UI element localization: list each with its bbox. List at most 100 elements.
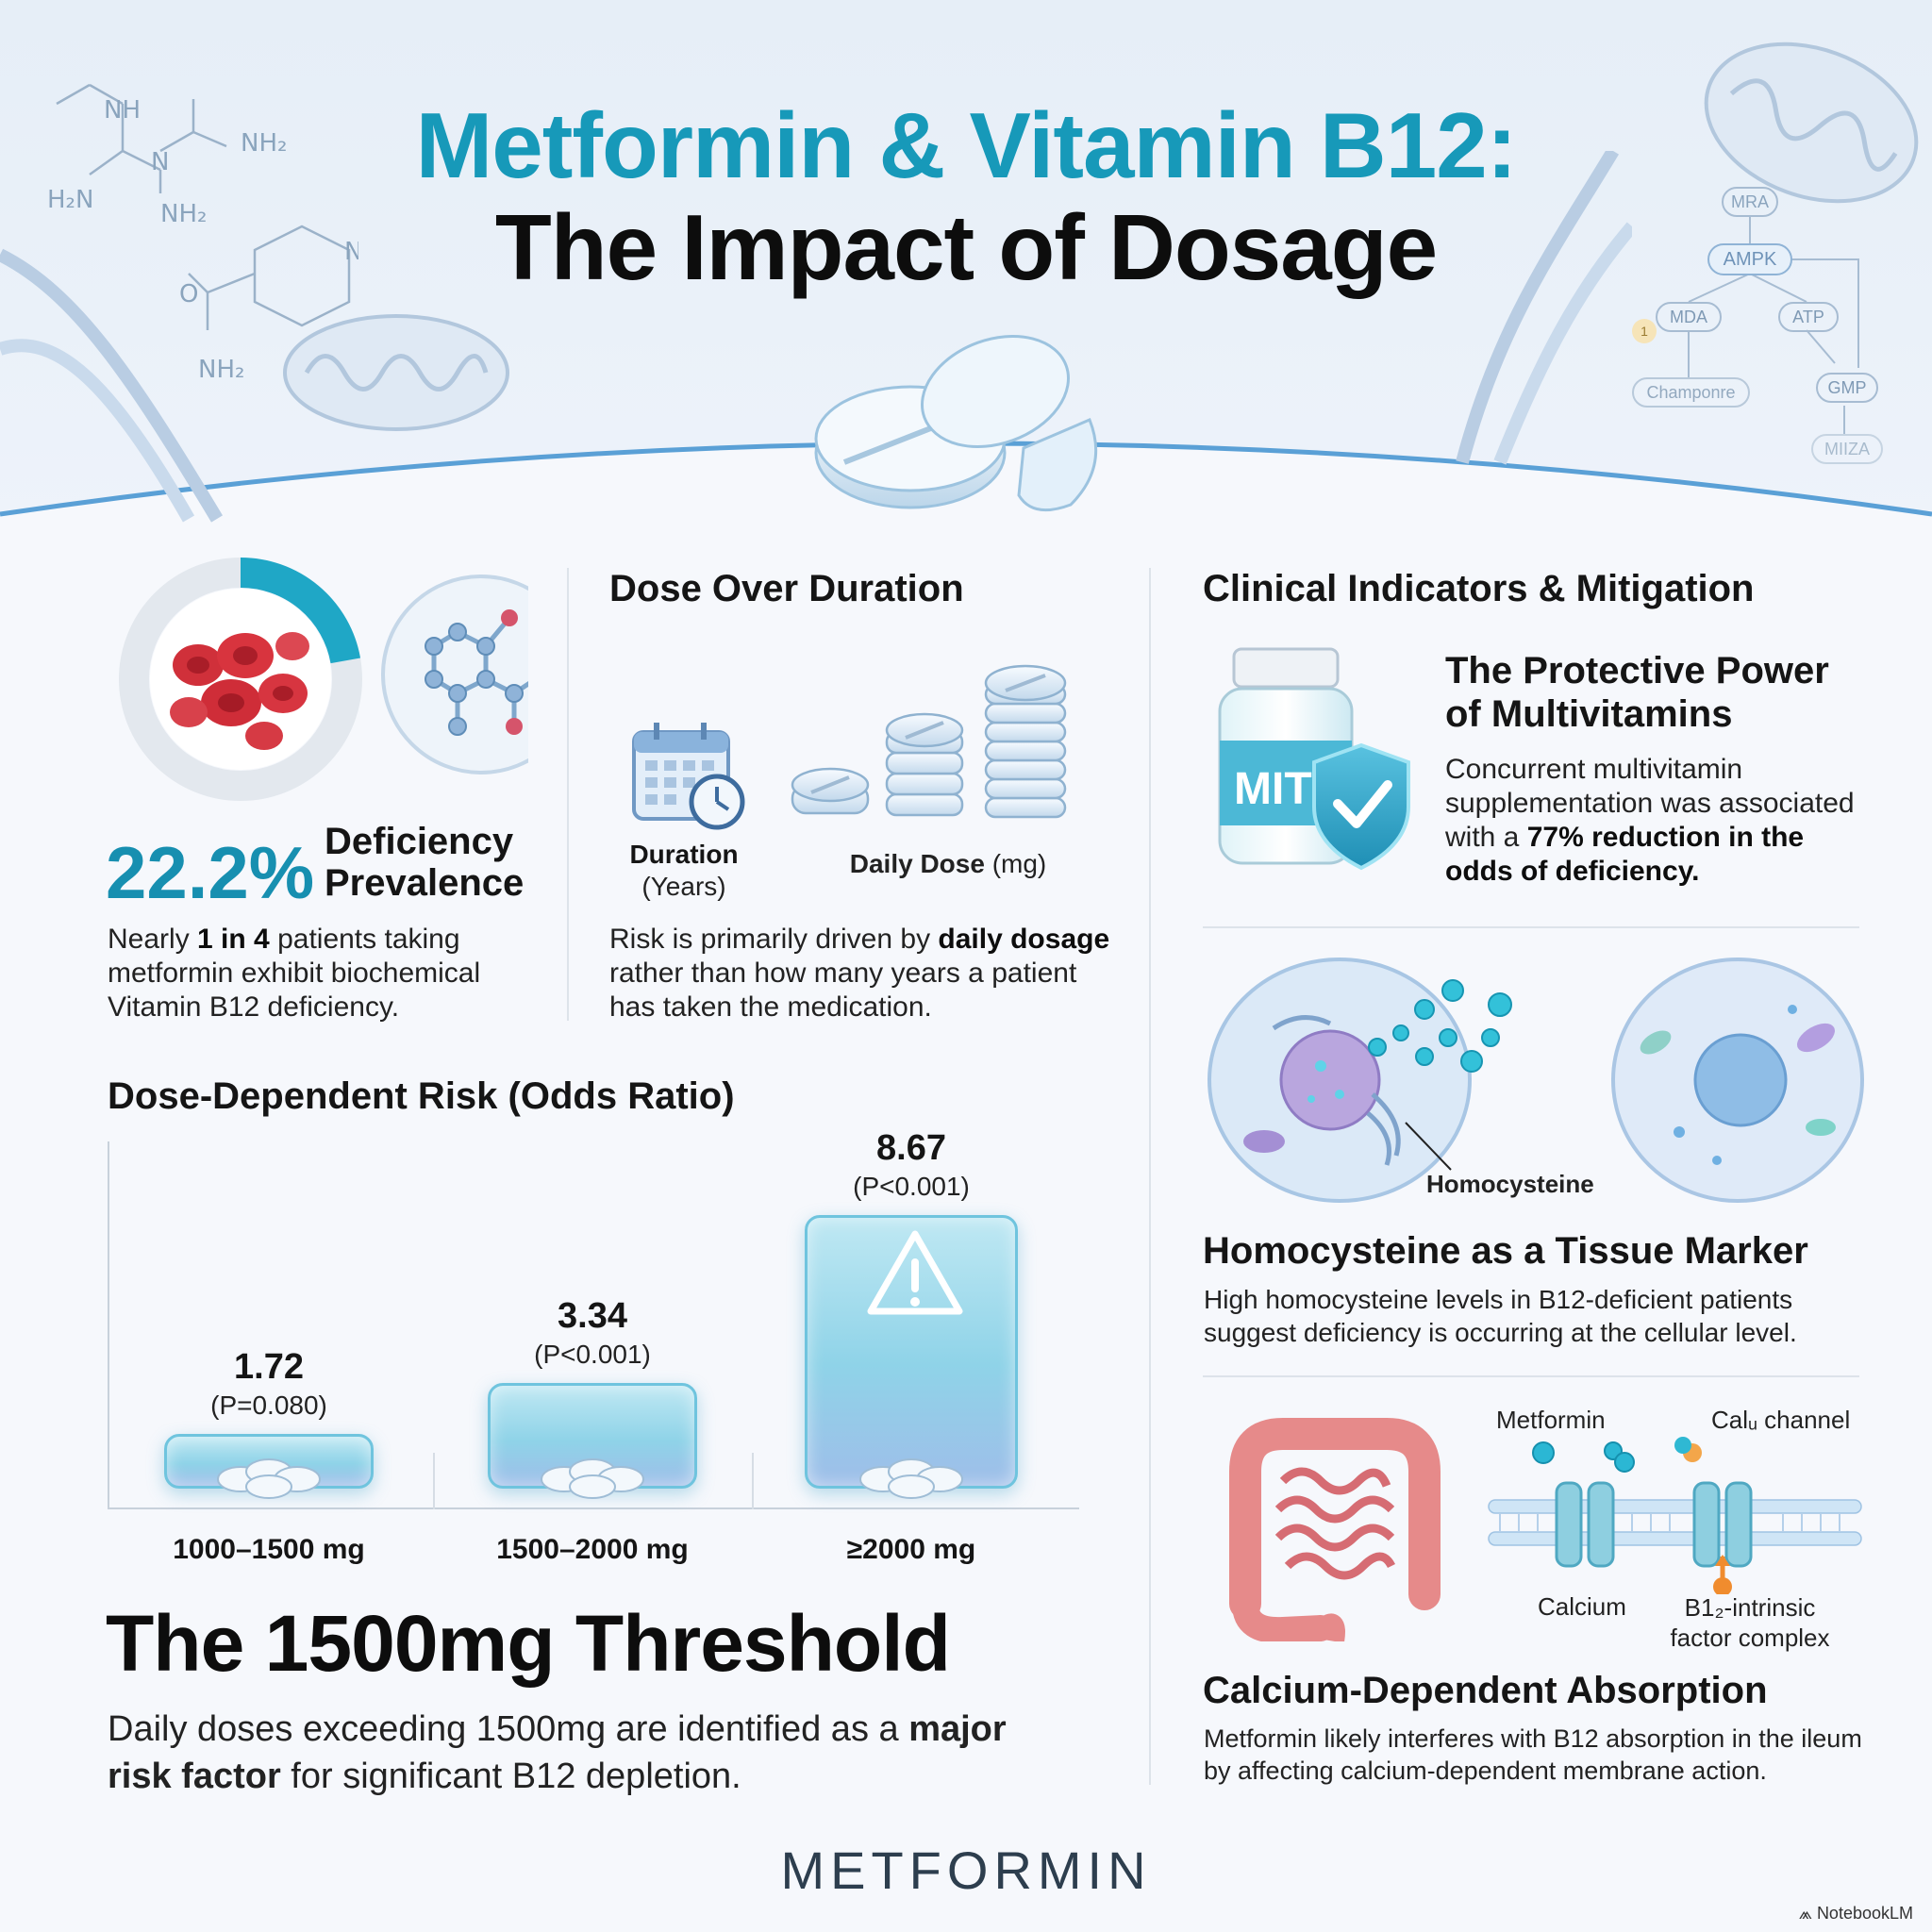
chart-category-label: ≥2000 mg [846,1534,976,1565]
chart-x-axis [108,1507,1079,1509]
pathway-node-miiza: MIIZA [1811,434,1883,464]
mitochondrion-icon [283,314,509,431]
mitochondrion-icon-right [1704,42,1919,204]
pill-stacks-icon [791,664,1067,819]
membrane-channel-icon [1488,1437,1862,1594]
chart-y-axis [108,1141,109,1509]
checkmark-icon [1333,780,1392,828]
prevalence-value: 22.2% [106,831,315,914]
calcium-label: Calcium [1538,1592,1626,1621]
odds-ratio-chart: 1.72 (P=0.080) 1000–1500 mg 3.34 (P<0.001) 15… [108,1128,1079,1575]
notebooklm-icon: ⩕ [1798,1904,1817,1923]
prevalence-text-post: patients taking metformin exhibit bioche… [108,924,481,1023]
pathway-badge: 1 [1632,319,1657,343]
chem-label-n: N [151,148,169,176]
threshold-text: Daily doses exceeding 1500mg are identif… [108,1706,1070,1800]
page-title-line2: The Impact of Dosage [494,195,1438,299]
multivitamin-bottle-icon: MIT [1218,647,1410,871]
clinical-title: Clinical Indicators & Mitigation [1203,568,1755,609]
chem-label-nh2-c: NH₂ [344,238,358,266]
dna-helix-icon-right [1456,151,1632,465]
calendar-clock-icon [632,723,745,830]
chart-p-value-label: (P=0.080) [210,1391,327,1421]
multivitamin-title-line1: The Protective Power [1445,650,1829,691]
dose-duration-title: Dose Over Duration [609,568,964,609]
pathway-diagram: MRA AMPK 1 MDA ATP Champonre GMP MIIZA [1632,179,1915,481]
red-blood-cells-icon [170,632,309,750]
divider-clinical-2 [1203,1375,1859,1377]
daily-dose-label: Daily Dose (mg) [811,849,1085,879]
b12-complex-icon [1713,1577,1732,1594]
chemical-structure-icon: NH NH₂ H₂N N NH₂ O NH₂ NH₂ [47,83,358,384]
chart-value-label: 8.67 [876,1128,946,1168]
chem-label-nh: NH [104,96,141,125]
pathway-node-mda: MDA [1656,302,1722,332]
chart-bar-pills [859,1458,963,1499]
deficiency-donut [119,558,362,801]
chart-bar-pills [541,1458,644,1499]
prevalence-text: Nearly 1 in 4 patients taking metformin … [108,923,523,1024]
dose-duration-text-bold: daily dosage [938,924,1110,955]
warning-icon [867,1230,963,1315]
chart-bar [805,1215,1018,1489]
deficiency-ring-arc [119,558,362,801]
chart-tick-2 [752,1453,754,1509]
complex-label-line2: factor complex [1670,1624,1830,1652]
threshold-title: The 1500mg Threshold [106,1599,951,1688]
prevalence-label-line2: Prevalence [325,862,525,904]
threshold-text-bold: major risk factor [108,1709,1007,1796]
homocysteine-title: Homocysteine as a Tissue Marker [1203,1230,1808,1272]
footer-credit-text: NotebookLM [1816,1904,1913,1923]
multivitamin-title: The Protective Power of Multivitamins [1445,649,1829,736]
pills-icon [814,335,1098,512]
footer-logo: METFORMIN [780,1840,1152,1900]
prevalence-ring-chart [381,575,528,774]
channel-label: Calᵤ channel [1711,1406,1851,1434]
multivitamin-text-pre: Concurrent multivitamin supplementation … [1445,754,1855,853]
prevalence-text-pre: Nearly [108,924,198,955]
duration-unit: (Years) [641,872,726,901]
chart-bar-pills [217,1458,321,1499]
pathway-node-champonre: Champonre [1632,377,1750,408]
chart-tick-1 [433,1453,435,1509]
pathway-node-atp: ATP [1778,302,1839,332]
chart-p-value-label: (P<0.001) [534,1340,651,1370]
threshold-text-pre: Daily doses exceeding 1500mg are identif… [108,1709,909,1749]
daily-dose-unit: (mg) [984,849,1047,878]
pathway-node-mra: MRA [1722,187,1778,217]
calcium-title: Calcium-Dependent Absorption [1203,1670,1768,1711]
dna-helix-icon [0,248,224,523]
chart-p-value-label: (P<0.001) [853,1172,970,1201]
bottle-label: MIT [1234,764,1312,814]
multivitamin-title-line2: of Multivitamins [1445,693,1733,735]
divider-clinical-1 [1203,926,1859,928]
pathway-node-gmp: GMP [1816,373,1878,403]
complex-label-line1: B1₂-intrinsic [1684,1593,1816,1622]
chart-value-label: 3.34 [558,1296,627,1337]
dose-duration-text: Risk is primarily driven by daily dosage… [609,923,1119,1024]
pathway-node-ampk: AMPK [1707,243,1792,275]
molecule-circle [381,575,528,774]
calcium-text: Metformin likely interferes with B12 abs… [1204,1724,1862,1785]
metformin-label: Metformin [1496,1406,1606,1434]
divider-left [567,568,569,1021]
prevalence-text-bold: 1 in 4 [197,924,270,955]
complex-label: B1₂-intrinsic factor complex [1656,1592,1844,1653]
dose-duration-text-pre: Risk is primarily driven by [609,924,939,955]
intestine-icon [1229,1418,1441,1641]
page-title-line1: Metformin & Vitamin B12: [415,93,1518,197]
daily-dose-label-bold: Daily Dose [849,849,985,878]
hero-banner: NH NH₂ H₂N N NH₂ O NH₂ NH₂ [0,0,1932,528]
chem-label-nh2-b: NH₂ [160,200,207,228]
threshold-text-post: for significant B12 depletion. [280,1757,741,1796]
multivitamin-text-bold: 77% reduction in the odds of deficiency. [1445,822,1805,887]
chem-label-h2n: H₂N [47,186,93,214]
shield-icon [1312,742,1410,871]
homocysteine-callout: Homocysteine [1426,1170,1594,1198]
cells-illustration [1208,958,1864,1203]
dose-duration-text-post: rather than how many years a patient has… [609,958,1077,1023]
prevalence-label-line1: Deficiency [325,821,514,862]
chart-category-label: 1500–2000 mg [496,1534,689,1565]
chem-label-nh2-d: NH₂ [198,356,244,384]
homocysteine-text: High homocysteine levels in B12-deficien… [1204,1285,1797,1347]
